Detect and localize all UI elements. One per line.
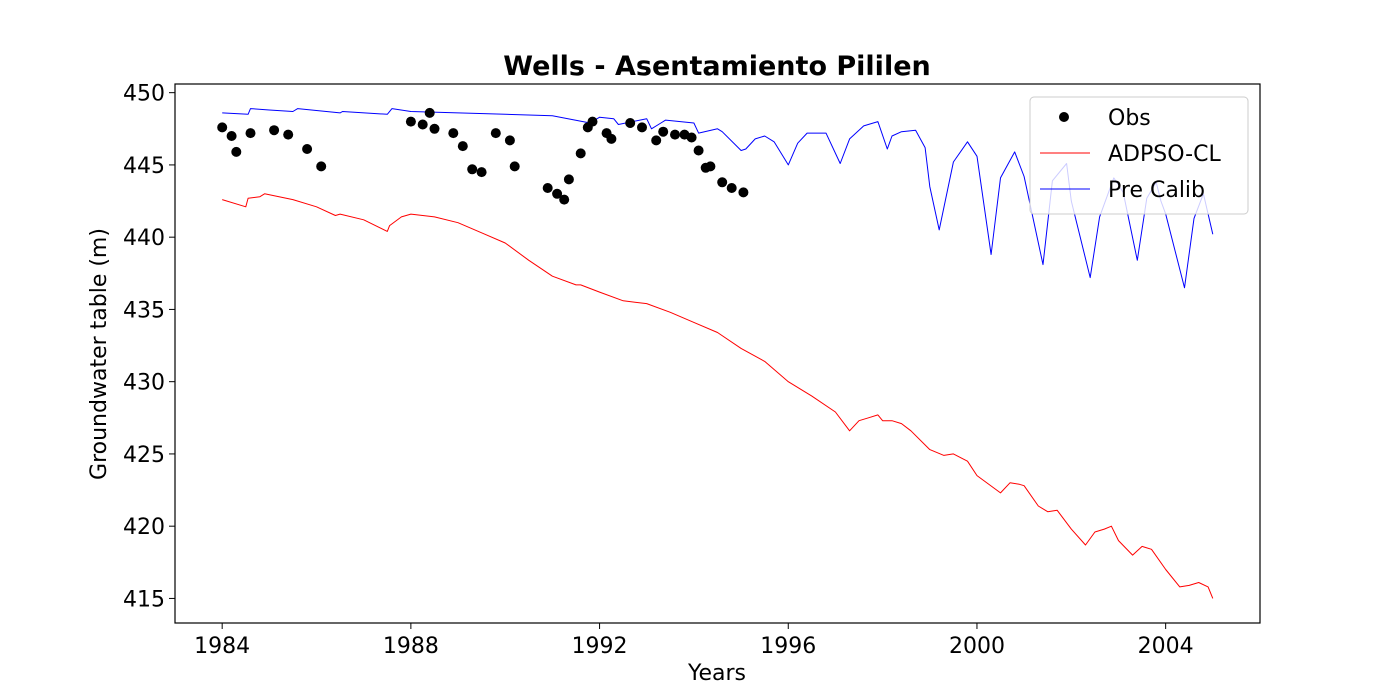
obs-point [658, 126, 669, 137]
obs-point [476, 167, 487, 178]
obs-point [542, 183, 553, 193]
x-tick-label: 1984 [194, 634, 250, 659]
obs-point [705, 161, 716, 172]
obs-point [587, 116, 598, 127]
series-line-pre-calib [222, 108, 1214, 289]
obs-point [467, 164, 478, 175]
legend-label-pre-calib: Pre Calib [1108, 178, 1205, 203]
obs-point [726, 183, 737, 193]
obs-point [559, 194, 570, 205]
x-tick-label: 1996 [760, 634, 816, 659]
obs-point [405, 116, 416, 127]
obs-point [625, 118, 636, 128]
obs-point [490, 128, 501, 139]
obs-point [231, 146, 242, 157]
series-line-adpso-cl [222, 193, 1214, 599]
y-tick-label: 445 [123, 154, 165, 179]
obs-point [738, 187, 749, 198]
x-tick-label: 1988 [383, 634, 439, 659]
y-axis-label: Groundwater table (m) [87, 228, 112, 480]
obs-point [226, 131, 237, 141]
y-tick-label: 430 [123, 371, 165, 396]
obs-point [283, 129, 294, 140]
obs-point [245, 128, 256, 139]
obs-point [606, 133, 617, 144]
plot-frame [174, 83, 1261, 624]
legend-label-adpso-cl: ADPSO-CL [1108, 142, 1221, 167]
obs-point [686, 132, 697, 143]
obs-point [552, 188, 563, 199]
chart-title: Wells - Asentamiento Pililen [503, 51, 930, 82]
obs-point [509, 161, 520, 172]
obs-point [670, 129, 680, 140]
obs-point [448, 128, 459, 139]
plot-area [217, 107, 1214, 599]
obs-point [504, 135, 515, 146]
obs-point [637, 122, 647, 133]
y-tick-label: 440 [123, 226, 165, 251]
obs-point [575, 148, 586, 159]
obs-point [269, 125, 280, 136]
obs-point [302, 144, 313, 154]
obs-point [424, 107, 435, 118]
obs-point [429, 123, 440, 134]
x-tick-label: 2004 [1138, 634, 1194, 659]
legend-label-obs: Obs [1108, 106, 1151, 131]
obs-point [217, 122, 228, 133]
x-tick-label: 1992 [572, 634, 628, 659]
obs-point [417, 119, 428, 130]
y-tick-label: 420 [123, 515, 165, 540]
x-axis: 1984 1988 1992 1996 2000 2004 [194, 623, 1194, 659]
obs-point [693, 145, 704, 156]
y-tick-label: 435 [123, 298, 165, 323]
y-tick-label: 415 [123, 587, 165, 612]
obs-point [651, 135, 662, 146]
x-tick-label: 2000 [949, 634, 1005, 659]
x-axis-label: Years [687, 661, 746, 686]
obs-point [457, 141, 468, 152]
legend-box [1029, 96, 1249, 215]
y-tick-label: 450 [123, 82, 165, 107]
legend-marker-obs [1059, 112, 1069, 122]
legend: Obs ADPSO-CL Pre Calib [1029, 96, 1249, 215]
y-tick-label: 425 [123, 443, 165, 468]
obs-point [717, 177, 728, 188]
obs-point [316, 161, 327, 172]
y-axis: 415 420 425 430 435 440 445 450 [123, 82, 175, 612]
obs-point [563, 174, 574, 185]
